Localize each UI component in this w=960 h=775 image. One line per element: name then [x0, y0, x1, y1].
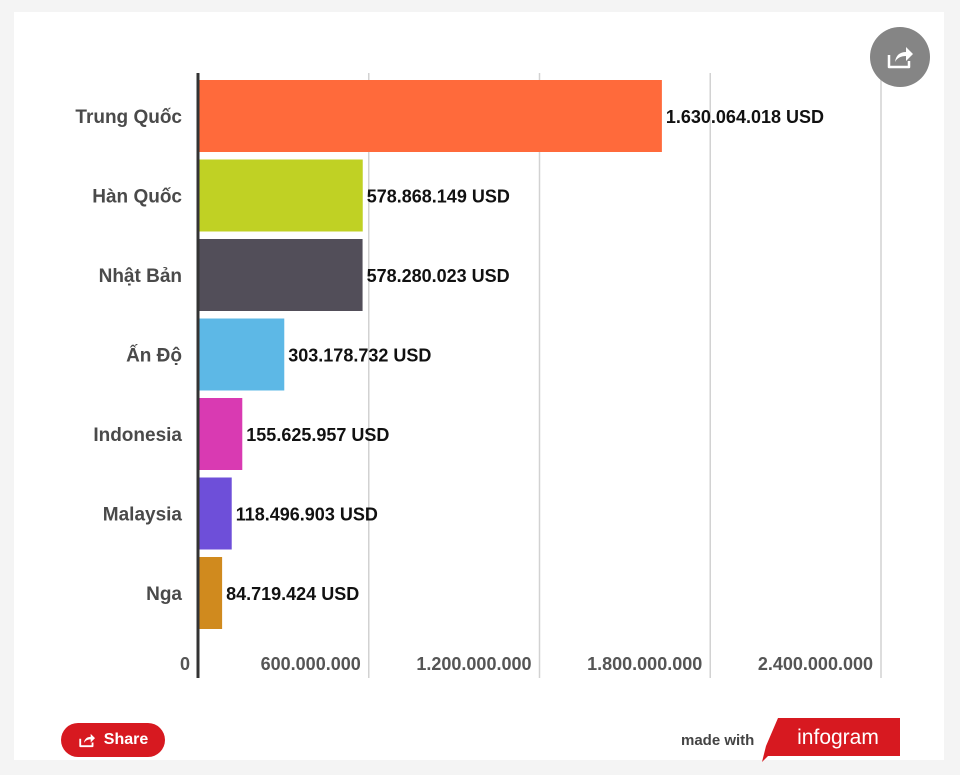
- category-label: Hàn Quốc: [92, 187, 182, 208]
- share-button[interactable]: Share: [61, 723, 165, 757]
- value-label: 155.625.957 USD: [246, 425, 389, 445]
- value-label: 1.630.064.018 USD: [666, 107, 824, 127]
- made-with-text: made with: [681, 732, 755, 749]
- share-button-label: Share: [103, 731, 149, 748]
- infogram-logo[interactable]: infogram: [762, 718, 902, 762]
- gridlines: [368, 73, 882, 678]
- value-label: 303.178.732 USD: [288, 346, 431, 366]
- bar[interactable]: [199, 477, 232, 550]
- x-tick-label: 0: [180, 654, 190, 674]
- category-label: Trung Quốc: [75, 107, 182, 128]
- category-label: Nhật Bản: [99, 266, 182, 287]
- infogram-logo-text: infogram: [797, 726, 879, 749]
- bar-chart: 0 600.000.000 1.200.000.000 1.800.000.000 2.…: [75, 73, 882, 678]
- category-label: Nga: [146, 584, 182, 605]
- x-tick-label: 1.800.000.000: [587, 654, 702, 674]
- bars: [199, 80, 662, 629]
- bar[interactable]: [199, 80, 662, 152]
- value-label: 578.280.023 USD: [367, 266, 510, 286]
- x-tick-label: 1.200.000.000: [416, 654, 531, 674]
- bar[interactable]: [199, 557, 223, 629]
- labels: 0 600.000.000 1.200.000.000 1.800.000.000 2.…: [75, 107, 873, 674]
- share-icon: [79, 733, 95, 748]
- value-label: 118.496.903 USD: [236, 505, 378, 525]
- bar[interactable]: [199, 318, 285, 391]
- share-arrow-icon: [887, 47, 913, 69]
- x-tick-label: 2.400.000.000: [758, 654, 873, 674]
- value-label: 84.719.424 USD: [226, 584, 359, 604]
- share-corner-button[interactable]: [870, 27, 930, 87]
- value-label: 578.868.149 USD: [367, 187, 510, 207]
- category-label: Indonesia: [93, 425, 182, 446]
- category-label: Malaysia: [103, 505, 183, 526]
- x-tick-label: 600.000.000: [261, 654, 361, 674]
- category-label: Ấn Độ: [126, 345, 182, 367]
- bar[interactable]: [199, 159, 363, 232]
- bar[interactable]: [199, 398, 243, 470]
- bar[interactable]: [199, 239, 363, 311]
